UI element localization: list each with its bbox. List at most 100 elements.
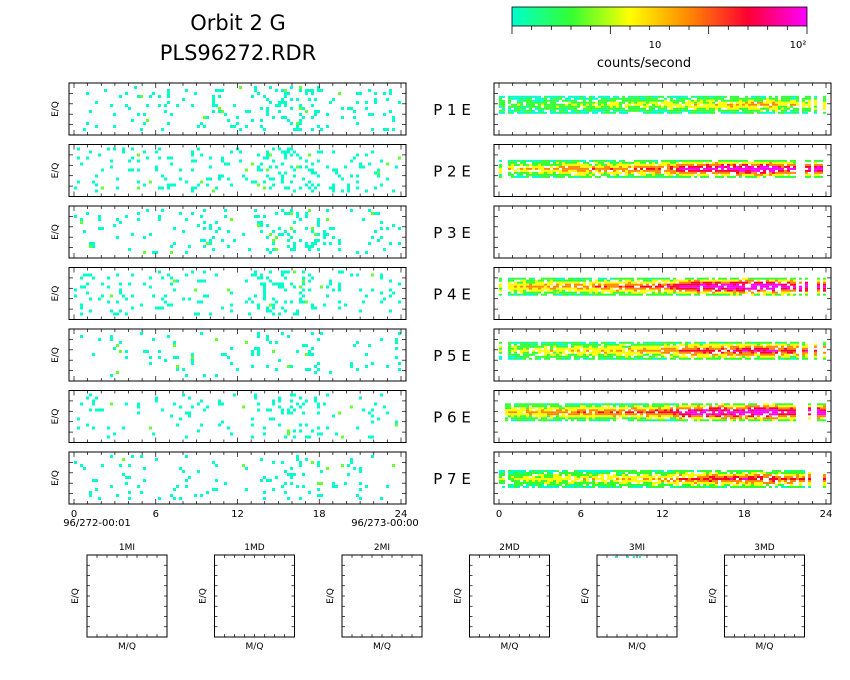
band-pixel <box>562 169 565 172</box>
band-pixel <box>781 347 784 350</box>
count-pixel <box>287 408 290 412</box>
band-pixel <box>805 283 808 286</box>
band-pixel <box>652 287 655 290</box>
band-pixel <box>562 407 565 410</box>
band-pixel <box>508 351 511 354</box>
band-pixel <box>682 343 685 346</box>
band-pixel <box>733 277 736 280</box>
band-pixel <box>634 289 637 292</box>
band-pixel <box>550 171 553 174</box>
band-pixel <box>649 99 652 102</box>
count-pixel <box>272 147 275 151</box>
band-pixel <box>676 345 679 348</box>
band-pixel <box>658 171 661 174</box>
band-pixel <box>682 279 685 282</box>
count-pixel <box>260 107 263 110</box>
count-pixel <box>323 233 326 236</box>
band-pixel <box>574 283 577 286</box>
band-pixel <box>508 163 511 166</box>
band-pixel <box>511 293 514 296</box>
band-pixel <box>733 281 736 284</box>
band-pixel <box>778 283 781 286</box>
band-pixel <box>589 343 592 346</box>
band-pixel <box>724 283 727 286</box>
band-pixel <box>778 343 781 346</box>
band-pixel <box>613 341 616 344</box>
band-pixel <box>778 277 781 280</box>
count-pixel <box>305 215 308 218</box>
band-pixel <box>718 97 721 100</box>
band-pixel <box>556 163 559 166</box>
count-pixel <box>371 212 374 215</box>
band-pixel <box>814 103 817 106</box>
band-pixel <box>625 111 628 114</box>
band-pixel <box>577 417 580 420</box>
count-pixel <box>311 332 314 335</box>
count-pixel <box>368 344 371 347</box>
count-pixel <box>299 396 302 400</box>
count-pixel <box>263 95 266 98</box>
band-pixel <box>757 341 760 344</box>
band-pixel <box>742 161 745 164</box>
count-pixel <box>395 341 398 344</box>
band-pixel <box>634 167 637 170</box>
band-pixel <box>721 167 724 170</box>
band-pixel <box>715 291 718 294</box>
count-pixel <box>140 95 143 98</box>
band-pixel <box>667 289 670 292</box>
band-pixel <box>670 99 673 102</box>
band-pixel <box>718 169 721 172</box>
band-pixel <box>724 279 727 282</box>
band-pixel <box>595 107 598 110</box>
count-pixel <box>128 159 131 163</box>
band-pixel <box>670 345 673 348</box>
band-pixel <box>697 343 700 346</box>
band-pixel <box>667 167 670 170</box>
band-pixel <box>676 163 679 166</box>
band-pixel <box>706 355 709 358</box>
band-pixel <box>823 107 826 110</box>
count-pixel <box>371 128 374 131</box>
band-pixel <box>775 293 778 296</box>
band-pixel <box>640 97 643 100</box>
band-pixel <box>673 279 676 282</box>
count-pixel <box>257 92 260 95</box>
band-pixel <box>724 281 727 284</box>
band-pixel <box>805 175 808 178</box>
count-pixel <box>146 104 149 107</box>
band-pixel <box>697 163 700 166</box>
band-pixel <box>511 105 514 108</box>
band-pixel <box>529 403 532 406</box>
count-pixel <box>224 209 227 212</box>
count-pixel <box>329 371 332 374</box>
count-pixel <box>170 156 173 160</box>
band-pixel <box>754 281 757 284</box>
band-pixel <box>628 105 631 108</box>
band-pixel <box>799 287 802 290</box>
band-pixel <box>709 287 712 290</box>
band-pixel <box>682 287 685 290</box>
band-pixel <box>667 159 670 162</box>
band-pixel <box>772 173 775 176</box>
count-pixel <box>191 405 194 409</box>
band-pixel <box>574 175 577 178</box>
band-pixel <box>508 293 511 296</box>
band-pixel <box>520 159 523 162</box>
count-pixel <box>251 353 254 356</box>
band-pixel <box>535 413 538 416</box>
band-pixel <box>622 161 625 164</box>
band-pixel <box>781 293 784 296</box>
band-pixel <box>748 165 751 168</box>
band-pixel <box>739 107 742 110</box>
band-pixel <box>667 101 670 104</box>
band-pixel <box>742 109 745 112</box>
band-pixel <box>583 283 586 286</box>
band-pixel <box>733 353 736 356</box>
band-pixel <box>712 103 715 106</box>
band-pixel <box>556 107 559 110</box>
band-pixel <box>658 351 661 354</box>
count-pixel <box>290 107 293 110</box>
band-pixel <box>580 353 583 356</box>
band-pixel <box>499 279 502 282</box>
band-pixel <box>658 107 661 110</box>
